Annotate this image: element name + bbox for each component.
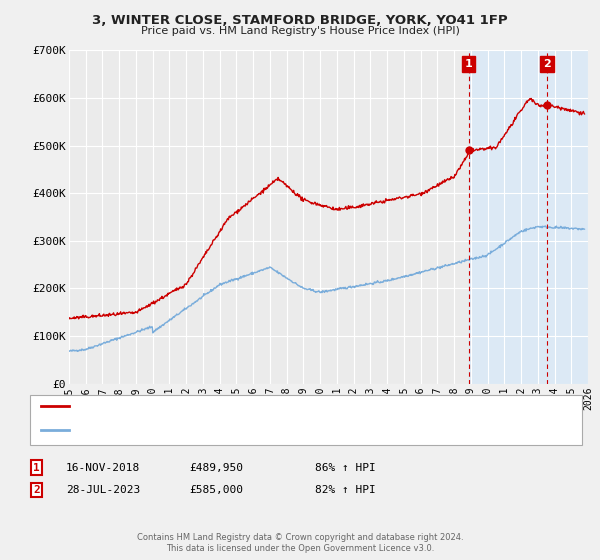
Bar: [469, 50, 588, 384]
Text: 28-JUL-2023: 28-JUL-2023: [66, 485, 140, 495]
Text: 2: 2: [543, 59, 551, 69]
Text: 86% ↑ HPI: 86% ↑ HPI: [315, 463, 376, 473]
Text: Price paid vs. HM Land Registry's House Price Index (HPI): Price paid vs. HM Land Registry's House …: [140, 26, 460, 36]
Text: 3, WINTER CLOSE, STAMFORD BRIDGE, YORK, YO41 1FP (detached house): 3, WINTER CLOSE, STAMFORD BRIDGE, YORK, …: [75, 401, 457, 411]
Text: Contains HM Land Registry data © Crown copyright and database right 2024.
This d: Contains HM Land Registry data © Crown c…: [137, 533, 463, 553]
Text: 1: 1: [465, 59, 473, 69]
Text: 16-NOV-2018: 16-NOV-2018: [66, 463, 140, 473]
Text: 3, WINTER CLOSE, STAMFORD BRIDGE, YORK, YO41 1FP: 3, WINTER CLOSE, STAMFORD BRIDGE, YORK, …: [92, 14, 508, 27]
Text: 2: 2: [33, 485, 40, 495]
Text: £489,950: £489,950: [189, 463, 243, 473]
Text: HPI: Average price, detached house, East Riding of Yorkshire: HPI: Average price, detached house, East…: [75, 425, 427, 435]
Bar: [547, 50, 588, 384]
Text: 82% ↑ HPI: 82% ↑ HPI: [315, 485, 376, 495]
Text: £585,000: £585,000: [189, 485, 243, 495]
Text: 1: 1: [33, 463, 40, 473]
